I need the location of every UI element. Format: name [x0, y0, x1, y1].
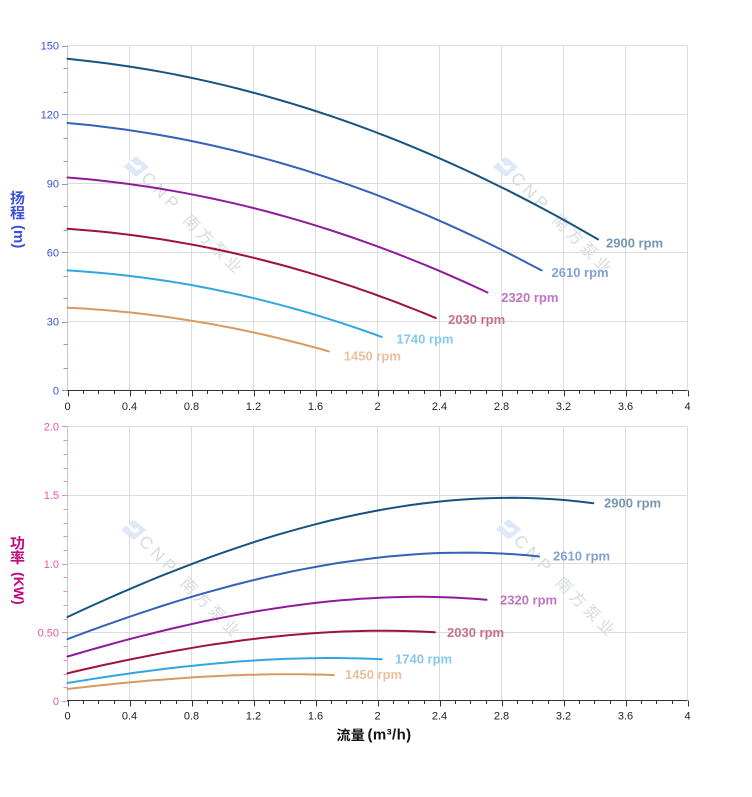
svg-text:1.6: 1.6 — [308, 711, 323, 723]
svg-text:(m³/h): (m³/h) — [368, 727, 412, 744]
svg-text:2610 rpm: 2610 rpm — [553, 549, 610, 564]
svg-text:2: 2 — [374, 711, 380, 723]
svg-text:1450 rpm: 1450 rpm — [344, 349, 401, 364]
svg-text:2.4: 2.4 — [432, 401, 447, 413]
svg-text:150: 150 — [41, 41, 59, 53]
svg-text:1.2: 1.2 — [246, 711, 261, 723]
svg-text:2.8: 2.8 — [494, 401, 509, 413]
svg-text:2030 rpm: 2030 rpm — [447, 625, 504, 640]
svg-text:(m): (m) — [10, 225, 27, 248]
svg-text:2: 2 — [374, 401, 380, 413]
svg-text:0.4: 0.4 — [122, 711, 137, 723]
svg-text:2030 rpm: 2030 rpm — [448, 312, 505, 327]
svg-text:0: 0 — [53, 696, 59, 708]
svg-text:2320 rpm: 2320 rpm — [501, 290, 558, 305]
svg-text:2.8: 2.8 — [494, 711, 509, 723]
svg-text:60: 60 — [47, 248, 59, 260]
svg-text:3.6: 3.6 — [618, 711, 633, 723]
svg-text:3.6: 3.6 — [618, 401, 633, 413]
svg-text:2900 rpm: 2900 rpm — [606, 236, 663, 251]
svg-text:90: 90 — [47, 179, 59, 191]
svg-text:120: 120 — [41, 110, 59, 122]
svg-text:3.2: 3.2 — [556, 401, 571, 413]
svg-text:4: 4 — [684, 711, 690, 723]
svg-text:2.4: 2.4 — [432, 711, 447, 723]
svg-text:2.0: 2.0 — [44, 422, 59, 434]
svg-text:0.8: 0.8 — [184, 401, 199, 413]
svg-text:0: 0 — [64, 401, 70, 413]
svg-text:1.0: 1.0 — [44, 559, 59, 571]
svg-text:0.8: 0.8 — [184, 711, 199, 723]
svg-text:0: 0 — [53, 386, 59, 398]
svg-text:2320 rpm: 2320 rpm — [500, 593, 557, 608]
svg-text:2900 rpm: 2900 rpm — [604, 496, 661, 511]
svg-text:0.4: 0.4 — [122, 401, 137, 413]
svg-text:30: 30 — [47, 317, 59, 329]
svg-text:1.6: 1.6 — [308, 401, 323, 413]
svg-text:0: 0 — [64, 711, 70, 723]
svg-text:3.2: 3.2 — [556, 711, 571, 723]
svg-text:0.50: 0.50 — [38, 627, 59, 639]
svg-text:1.2: 1.2 — [246, 401, 261, 413]
svg-text:1.5: 1.5 — [44, 490, 59, 502]
svg-text:1450 rpm: 1450 rpm — [345, 667, 402, 682]
svg-text:1740 rpm: 1740 rpm — [395, 652, 452, 667]
svg-text:2610 rpm: 2610 rpm — [552, 265, 609, 280]
svg-text:(KW): (KW) — [11, 572, 27, 605]
svg-text:4: 4 — [684, 401, 690, 413]
svg-text:1740 rpm: 1740 rpm — [396, 332, 453, 347]
